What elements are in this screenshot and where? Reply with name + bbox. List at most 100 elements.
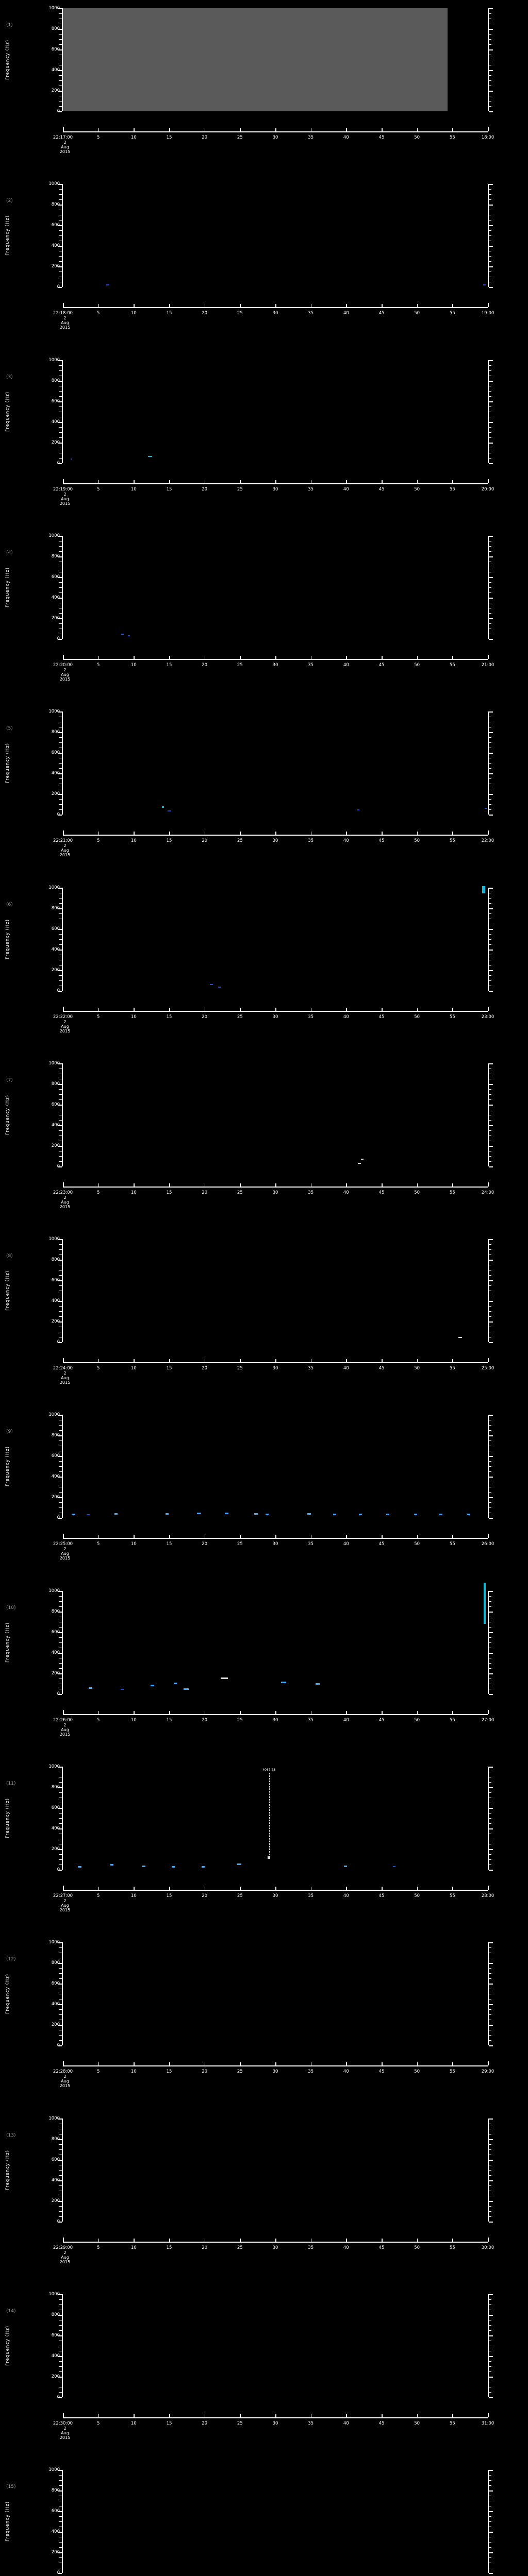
x-tick-label: 55 — [449, 486, 455, 492]
x-tick-label: 55 — [449, 1717, 455, 1723]
x-axis-tick — [240, 1007, 241, 1011]
y-axis-tick — [489, 944, 491, 945]
data-point — [316, 1683, 320, 1685]
y-axis-tick — [59, 1668, 62, 1669]
y-tick-label: 600 — [51, 1277, 60, 1283]
y-tick-label: 200 — [51, 615, 60, 621]
x-tick-label: 25 — [237, 1014, 243, 1020]
panel-index-label: (5) — [6, 726, 13, 732]
panel-index-label: (11) — [6, 1781, 16, 1786]
y-axis-tick — [58, 2200, 62, 2202]
x-axis-tick — [382, 128, 383, 131]
y-axis-tick — [59, 1818, 62, 1819]
y-axis-tick — [58, 2573, 62, 2574]
x-axis-tick — [63, 1886, 64, 1890]
x-tick-label: 30 — [272, 1893, 278, 1899]
x-tick-label: 35 — [308, 486, 314, 492]
x-tick-labels: 22:17:00 5 10 15 20 25 30 35 40 45 50 55 18:00 — [0, 135, 528, 142]
y-axis-tick — [58, 618, 62, 619]
y-tick-label: 1000 — [48, 533, 60, 538]
x-tick-label: 24:00 — [481, 1190, 494, 1195]
x-axis-tick — [204, 1359, 206, 1363]
data-point — [307, 1513, 311, 1515]
y-axis-left — [58, 1767, 63, 1871]
date-stamp-line: 2015 — [59, 1556, 71, 1561]
y-tick-label: 1000 — [48, 1588, 60, 1594]
y-axis-tick — [489, 2200, 493, 2202]
y-axis-tick — [59, 582, 62, 583]
x-tick-label: 55 — [449, 662, 455, 668]
y-tick-label: 400 — [51, 67, 60, 73]
y-axis-left — [58, 1942, 63, 2047]
x-tick-label: 22:25:00 — [53, 1541, 73, 1547]
y-axis-tick — [489, 556, 493, 557]
x-tick-label: 5 — [96, 486, 100, 492]
y-axis-right — [488, 1415, 493, 1519]
y-axis-tick — [58, 1145, 62, 1147]
x-axis-tick — [204, 1183, 206, 1187]
x-tick-label: 25 — [237, 1717, 243, 1723]
x-tick-label: 30 — [272, 2420, 278, 2426]
y-axis-tick — [489, 799, 491, 800]
y-axis-tick — [59, 592, 62, 593]
x-tick-label: 40 — [343, 1366, 349, 1371]
y-axis-tick — [489, 2211, 491, 2212]
x-tick-label: 25 — [237, 662, 243, 668]
data-point — [221, 1677, 228, 1680]
x-axis-tick — [169, 1535, 170, 1538]
y-axis-right — [488, 1767, 493, 1871]
x-axis-tick — [98, 480, 100, 483]
y-axis-tick — [59, 39, 62, 40]
y-tick-label: 1000 — [48, 1764, 60, 1769]
y-axis-tick — [489, 928, 493, 930]
date-stamp-line: 2015 — [59, 2083, 71, 2089]
x-axis-tick — [310, 2062, 312, 2066]
y-axis-tick — [59, 2216, 62, 2217]
data-point — [237, 1863, 241, 1865]
y-axis-tick — [489, 370, 491, 371]
x-tick-label: 35 — [308, 2069, 314, 2075]
x-axis — [63, 1709, 489, 1715]
x-axis-tick — [204, 1887, 206, 1890]
x-axis-tick — [417, 832, 418, 835]
y-axis-tick — [489, 1249, 491, 1250]
y-tick-label: 0 — [57, 108, 60, 114]
y-axis-tick — [489, 1145, 493, 1147]
y-tick-label: 0 — [57, 2043, 60, 2048]
y-axis-tick — [489, 2294, 493, 2295]
x-axis-tick — [98, 1535, 100, 1538]
x-axis-tick — [134, 2238, 135, 2242]
y-axis-tick — [59, 432, 62, 433]
x-axis-tick — [63, 831, 64, 835]
date-stamp-line: Aug — [61, 1551, 69, 1556]
y-axis-tick — [58, 1477, 62, 1478]
y-axis-tick — [58, 287, 62, 289]
x-axis-tick — [310, 304, 312, 308]
y-axis-tick — [59, 235, 62, 236]
x-tick-label: 40 — [343, 662, 349, 668]
y-axis-tick — [489, 2180, 493, 2181]
y-axis-tick — [489, 1673, 493, 1674]
y-axis-right — [488, 1942, 493, 2047]
y-axis-tick — [489, 535, 493, 537]
y-axis-tick — [59, 1968, 62, 1969]
x-tick-label: 25 — [237, 1541, 243, 1547]
y-axis-tick — [489, 29, 493, 30]
x-axis-tick — [98, 2238, 100, 2242]
y-axis-tick — [59, 2480, 62, 2481]
y-axis-tick — [58, 556, 62, 557]
x-axis-tick — [488, 831, 489, 835]
y-axis-tick — [59, 913, 62, 914]
y-axis-tick — [58, 70, 62, 71]
y-axis-tick — [58, 2159, 62, 2161]
y-axis-tick — [58, 463, 62, 464]
x-axis-tick — [98, 2414, 100, 2417]
y-axis-tick — [489, 360, 493, 361]
data-point — [106, 284, 109, 286]
x-tick-label: 10 — [130, 2420, 137, 2426]
y-axis-tick — [59, 546, 62, 547]
x-axis-tick — [310, 2414, 312, 2417]
y-axis-left — [58, 1239, 63, 1344]
panel-index-label: (7) — [6, 1077, 13, 1083]
y-axis-tick — [489, 546, 491, 547]
